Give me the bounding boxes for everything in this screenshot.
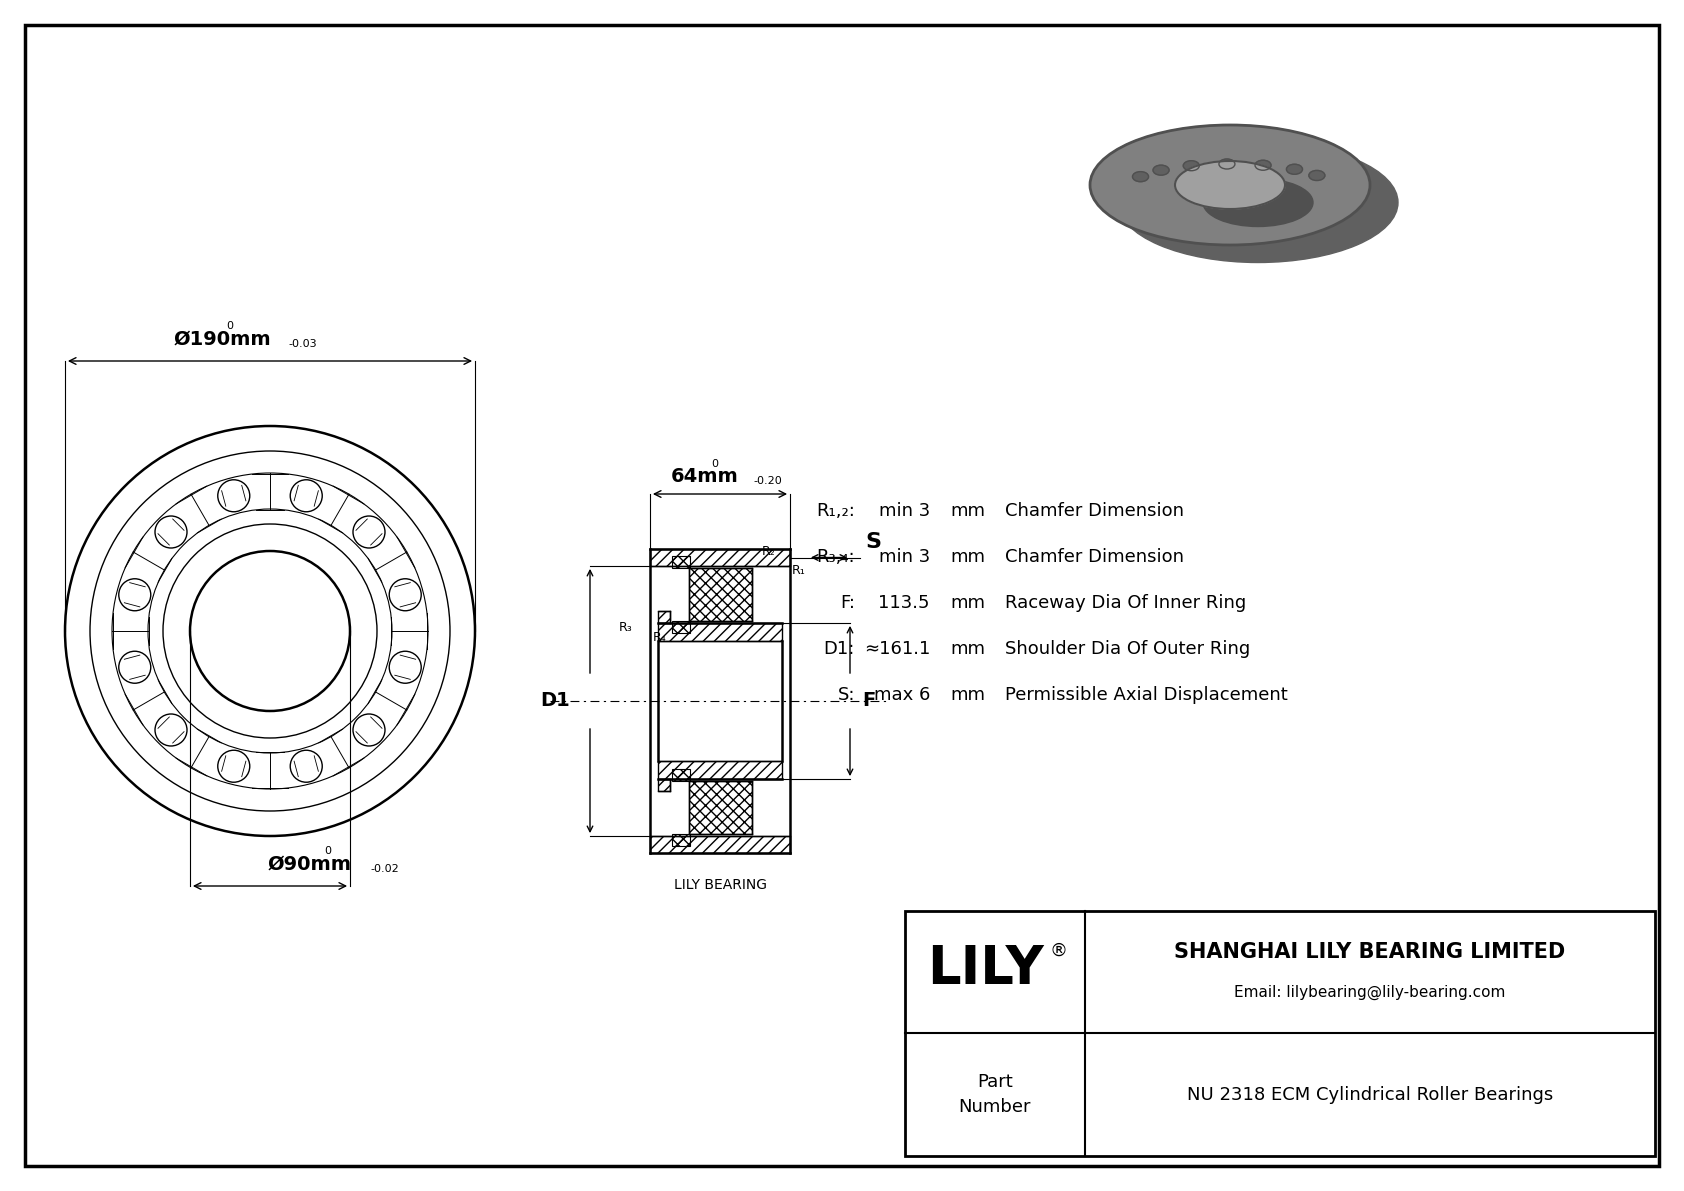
Text: NU 2318 ECM Cylindrical Roller Bearings: NU 2318 ECM Cylindrical Roller Bearings [1187, 1085, 1553, 1104]
Text: R₁: R₁ [791, 565, 805, 576]
Bar [650, 836, 790, 853]
Text: Shoulder Dia Of Outer Ring: Shoulder Dia Of Outer Ring [1005, 640, 1250, 657]
Ellipse shape [1154, 166, 1169, 175]
Ellipse shape [1090, 125, 1371, 245]
Text: D1: D1 [541, 692, 569, 711]
Ellipse shape [1202, 179, 1314, 226]
Circle shape [190, 551, 349, 710]
Bar [689, 568, 751, 621]
Text: -0.03: -0.03 [288, 339, 317, 349]
Bar [650, 549, 790, 566]
Text: R₃,₄:: R₃,₄: [817, 548, 855, 566]
Text: S: S [866, 532, 881, 553]
Text: F: F [862, 692, 876, 711]
Text: Permissible Axial Displacement: Permissible Axial Displacement [1005, 686, 1288, 704]
Text: R₁,₂:: R₁,₂: [817, 501, 855, 520]
Ellipse shape [1287, 164, 1302, 174]
Ellipse shape [1184, 161, 1199, 170]
Text: Chamfer Dimension: Chamfer Dimension [1005, 548, 1184, 566]
Text: max 6: max 6 [874, 686, 930, 704]
Bar [658, 761, 781, 779]
Text: R₃: R₃ [620, 621, 633, 634]
Text: LILY: LILY [926, 943, 1044, 994]
Text: Ø190mm: Ø190mm [173, 330, 271, 349]
Text: ®: ® [1051, 942, 1068, 960]
Text: Ø90mm: Ø90mm [268, 855, 352, 874]
Text: 64mm: 64mm [672, 467, 739, 486]
Bar [658, 779, 670, 791]
Bar [672, 556, 690, 568]
Ellipse shape [1133, 172, 1148, 182]
Text: Chamfer Dimension: Chamfer Dimension [1005, 501, 1184, 520]
Text: 0: 0 [712, 459, 719, 469]
Text: R₂: R₂ [761, 545, 776, 559]
Text: S:: S: [837, 686, 855, 704]
Text: -0.20: -0.20 [753, 476, 781, 486]
Text: Email: lilybearing@lily-bearing.com: Email: lilybearing@lily-bearing.com [1234, 985, 1505, 999]
Ellipse shape [1255, 161, 1271, 170]
Bar [904, 911, 1655, 1156]
Bar [658, 623, 781, 641]
Bar [672, 834, 690, 846]
Text: mm: mm [950, 640, 985, 657]
Text: -0.02: -0.02 [370, 863, 399, 874]
Text: Part
Number: Part Number [958, 1073, 1031, 1116]
Bar [672, 621, 690, 632]
Text: mm: mm [950, 594, 985, 612]
Ellipse shape [1219, 160, 1234, 169]
Text: LILY BEARING: LILY BEARING [674, 878, 766, 892]
Ellipse shape [1175, 161, 1285, 208]
Text: min 3: min 3 [879, 548, 930, 566]
Text: SHANGHAI LILY BEARING LIMITED: SHANGHAI LILY BEARING LIMITED [1174, 942, 1566, 962]
Text: min 3: min 3 [879, 501, 930, 520]
Text: mm: mm [950, 686, 985, 704]
Bar [672, 769, 690, 781]
Text: mm: mm [950, 501, 985, 520]
Text: mm: mm [950, 548, 985, 566]
Text: Raceway Dia Of Inner Ring: Raceway Dia Of Inner Ring [1005, 594, 1246, 612]
Text: D1:: D1: [823, 640, 855, 657]
Text: 0: 0 [227, 322, 234, 331]
Text: F:: F: [840, 594, 855, 612]
Ellipse shape [1118, 143, 1398, 262]
Ellipse shape [1308, 170, 1325, 181]
Text: 0: 0 [325, 846, 332, 856]
Bar [658, 611, 670, 623]
Text: ≈161.1: ≈161.1 [864, 640, 930, 657]
Text: R₄: R₄ [653, 631, 667, 644]
Text: 113.5: 113.5 [879, 594, 930, 612]
Bar [689, 781, 751, 834]
